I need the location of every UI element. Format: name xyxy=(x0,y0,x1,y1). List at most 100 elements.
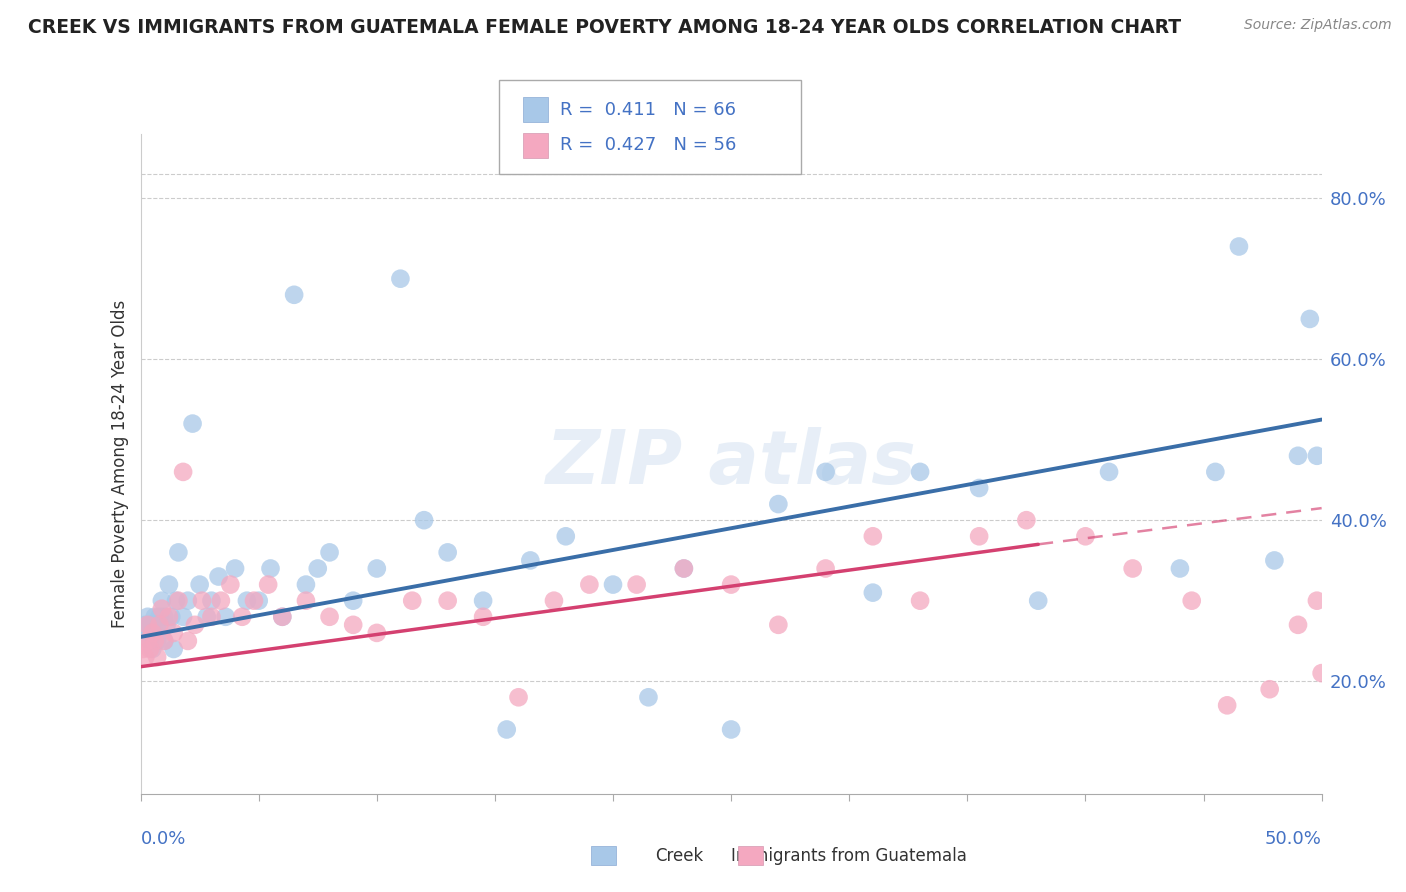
Point xyxy=(257,577,280,591)
Point xyxy=(436,545,458,559)
Point xyxy=(1227,239,1250,253)
Point xyxy=(519,553,541,567)
Point xyxy=(146,634,169,648)
Point xyxy=(157,609,180,624)
Point xyxy=(136,634,159,648)
Point xyxy=(143,634,166,648)
Point xyxy=(1263,553,1285,567)
Point xyxy=(283,287,305,301)
Point xyxy=(224,561,246,575)
Point xyxy=(1181,593,1204,607)
Point xyxy=(136,626,159,640)
Point xyxy=(148,617,170,632)
Point xyxy=(1310,666,1333,681)
Point xyxy=(1258,682,1281,697)
Point xyxy=(472,609,495,624)
Point xyxy=(141,626,163,640)
Point xyxy=(1286,449,1309,463)
Point xyxy=(148,609,170,624)
Point xyxy=(1204,465,1226,479)
Text: Source: ZipAtlas.com: Source: ZipAtlas.com xyxy=(1244,18,1392,32)
Point xyxy=(146,650,169,665)
Point xyxy=(271,609,294,624)
Point xyxy=(141,617,163,632)
Point xyxy=(1299,312,1322,326)
Point xyxy=(1098,465,1121,479)
Point xyxy=(160,609,183,624)
Point xyxy=(143,626,166,640)
Point xyxy=(508,690,530,705)
Point xyxy=(177,634,200,648)
Point xyxy=(401,593,423,607)
Point xyxy=(862,529,884,543)
Point xyxy=(243,593,266,607)
Point xyxy=(543,593,565,607)
Point xyxy=(672,561,695,575)
Point xyxy=(177,593,200,607)
Point xyxy=(191,593,214,607)
Point xyxy=(1334,650,1357,665)
Point xyxy=(1122,561,1144,575)
Point xyxy=(150,601,173,615)
Point xyxy=(139,634,162,648)
Point xyxy=(1015,513,1038,527)
Point xyxy=(768,617,790,632)
Point xyxy=(165,593,187,607)
Point xyxy=(366,626,388,640)
Point xyxy=(1306,449,1329,463)
Text: 50.0%: 50.0% xyxy=(1265,830,1322,847)
Point xyxy=(157,577,180,591)
Point xyxy=(554,529,576,543)
Point xyxy=(163,642,186,657)
Point xyxy=(1168,561,1191,575)
Point xyxy=(214,609,236,624)
Point xyxy=(139,642,162,657)
Point xyxy=(672,561,695,575)
Point xyxy=(602,577,624,591)
Point xyxy=(366,561,388,575)
Point xyxy=(720,577,742,591)
Point xyxy=(389,271,412,285)
Point xyxy=(207,569,229,583)
Text: CREEK VS IMMIGRANTS FROM GUATEMALA FEMALE POVERTY AMONG 18-24 YEAR OLDS CORRELAT: CREEK VS IMMIGRANTS FROM GUATEMALA FEMAL… xyxy=(28,18,1181,37)
Point xyxy=(143,609,166,624)
Point xyxy=(271,609,294,624)
Point xyxy=(200,609,222,624)
Point xyxy=(236,593,259,607)
Point xyxy=(153,634,176,648)
Text: 0.0%: 0.0% xyxy=(141,830,186,847)
Point xyxy=(134,617,156,632)
Point xyxy=(146,617,169,632)
Point xyxy=(413,513,436,527)
Y-axis label: Female Poverty Among 18-24 Year Olds: Female Poverty Among 18-24 Year Olds xyxy=(111,300,129,628)
Point xyxy=(259,561,281,575)
Text: Creek: Creek xyxy=(655,847,703,865)
Point xyxy=(200,593,222,607)
Point xyxy=(231,609,253,624)
Point xyxy=(136,609,159,624)
Point xyxy=(155,617,177,632)
Point xyxy=(181,417,204,431)
Point xyxy=(814,465,837,479)
Point xyxy=(908,593,931,607)
Point xyxy=(768,497,790,511)
Point xyxy=(637,690,659,705)
Point xyxy=(134,650,156,665)
Point xyxy=(172,609,194,624)
Point xyxy=(1216,698,1239,713)
Point xyxy=(862,585,884,599)
Point xyxy=(307,561,329,575)
Point xyxy=(141,642,163,657)
Point xyxy=(318,609,340,624)
Point xyxy=(814,561,837,575)
Point xyxy=(172,465,194,479)
Point xyxy=(150,593,173,607)
Point xyxy=(472,593,495,607)
Point xyxy=(436,593,458,607)
Point xyxy=(295,577,318,591)
Text: R =  0.411   N = 66: R = 0.411 N = 66 xyxy=(560,101,735,119)
Point xyxy=(139,617,162,632)
Point xyxy=(295,593,318,607)
Point xyxy=(720,723,742,737)
Point xyxy=(342,593,364,607)
